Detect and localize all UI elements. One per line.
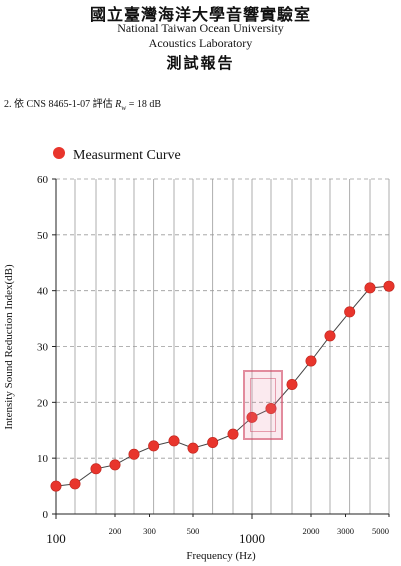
rating-note-prefix: 2. 依 CNS 8465-1-07 評估	[4, 99, 116, 110]
y-axis-label: Intensity Sound Reduction Index(dB)	[3, 264, 15, 430]
data-point	[305, 355, 317, 367]
data-point	[90, 463, 102, 475]
x-axis-label: Frequency (Hz)	[186, 550, 256, 562]
x-major-tick-label: 1000	[239, 531, 265, 546]
data-point	[286, 378, 298, 390]
y-tick-label: 60	[37, 174, 49, 186]
x-major-tick-label: 100	[46, 531, 66, 546]
data-point	[148, 440, 160, 452]
y-tick-label: 40	[37, 286, 49, 298]
data-point	[109, 459, 121, 471]
axes: 0 10 20 30 40 50 60 100 1000 200 300 500 2000 3000 500…	[37, 174, 390, 546]
data-point	[128, 448, 140, 460]
data-point	[69, 478, 81, 490]
data-point	[227, 428, 239, 440]
data-point	[383, 280, 395, 292]
y-tick-label: 20	[37, 397, 49, 409]
x-minor-tick-label: 300	[143, 526, 156, 536]
data-point	[50, 480, 62, 492]
y-tick-label: 10	[37, 453, 49, 465]
data-point	[187, 442, 199, 454]
data-point	[364, 282, 376, 294]
x-minor-tick-label: 2000	[303, 526, 320, 536]
data-point	[324, 330, 336, 342]
curve-line	[55, 285, 390, 487]
x-minor-tick-label: 3000	[337, 526, 354, 536]
data-points	[50, 280, 395, 492]
rating-subscript: w	[121, 104, 127, 112]
legend-marker	[53, 147, 65, 159]
x-minor-tick-label: 200	[109, 526, 122, 536]
lab-title-english-line1: National Taiwan Ocean University	[117, 21, 284, 35]
data-point	[168, 435, 180, 447]
y-tick-label: 50	[37, 230, 49, 242]
lab-title-chinese: 國立臺灣海洋大學音響實驗室	[89, 7, 311, 24]
rating-note-suffix: = 18 dB	[126, 99, 162, 110]
legend-label: Measurment Curve	[73, 148, 181, 163]
data-point	[265, 402, 277, 414]
laboratory-seal-stamp	[243, 370, 283, 440]
grid	[56, 178, 390, 514]
report-title: 測試報告	[166, 56, 235, 72]
x-minor-tick-label: 500	[187, 526, 200, 536]
data-point	[207, 437, 219, 449]
y-tick-label: 30	[37, 342, 49, 354]
legend: Measurment Curve	[53, 147, 181, 163]
data-point	[246, 411, 258, 423]
y-tick-label: 0	[43, 509, 49, 521]
data-point	[344, 306, 356, 318]
lab-title-english-line2: Acoustics Laboratory	[148, 36, 253, 50]
rating-symbol: R	[115, 99, 122, 110]
x-minor-tick-label: 5000	[372, 526, 389, 536]
series-line	[55, 285, 390, 487]
rating-note: 2. 依 CNS 8465-1-07 評估 Rw = 18 dB	[4, 95, 161, 112]
